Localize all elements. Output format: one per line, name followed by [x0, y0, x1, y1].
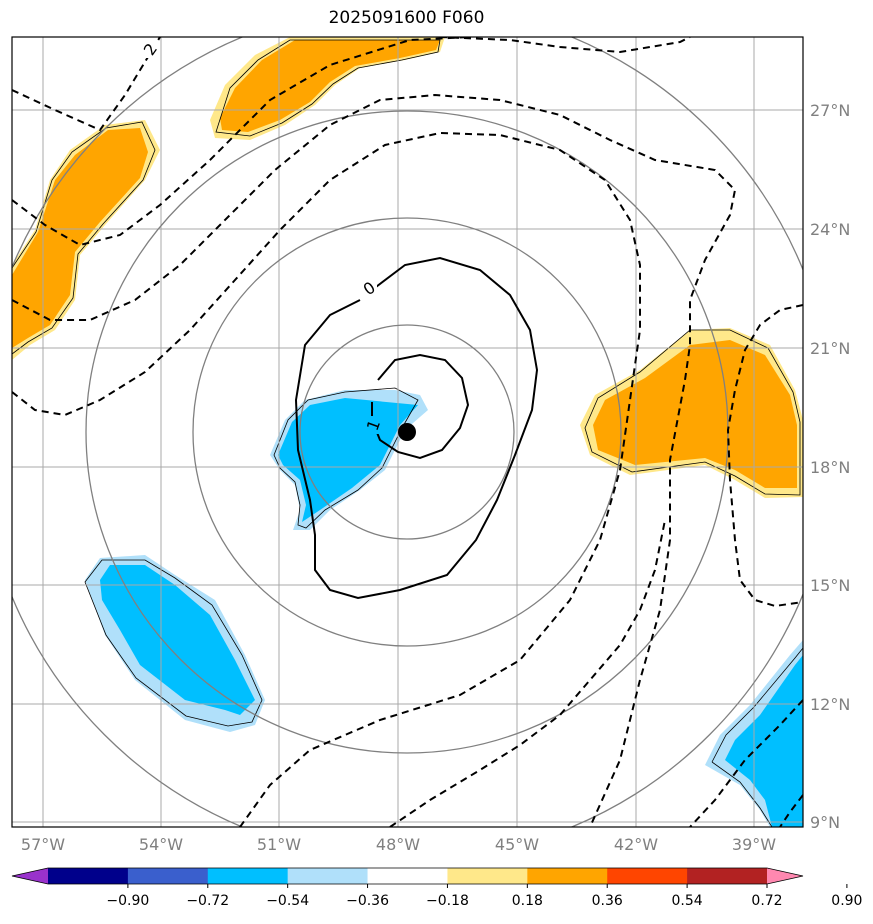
blue-region-sw: [100, 565, 255, 715]
contour-0: [294, 256, 539, 600]
graticule: [12, 37, 803, 827]
colorbar-tick-label: −0.54: [266, 893, 309, 909]
contour-labels: 2 0 1: [140, 40, 384, 434]
lon-label: 57°W: [21, 835, 65, 854]
colorbar-tick-label: −0.18: [426, 893, 469, 909]
lat-label: 12°N: [810, 695, 850, 714]
colorbar-extend-low: [12, 868, 48, 884]
colorbar-outline: [11, 867, 804, 885]
colorbar-tick-label: 0.72: [751, 893, 782, 909]
blue-region-se: [725, 655, 803, 827]
colorbar-tick-label: 0.54: [672, 893, 703, 909]
colorbar-segment: [447, 868, 528, 884]
colorbar-segment: [48, 868, 129, 884]
lat-label: 15°N: [810, 576, 850, 595]
colorbar-segment: [607, 868, 688, 884]
storm-center-marker: [398, 423, 416, 441]
colorbar-segment: [367, 868, 448, 884]
colorbar-segment: [687, 868, 768, 884]
colorbar-segment: [287, 868, 369, 884]
colorbar-tick-label: −0.90: [106, 893, 149, 909]
orange-region-nw: [220, 40, 440, 132]
lon-label: 54°W: [139, 835, 183, 854]
map-frame: [11, 36, 804, 828]
colorbar-tick-label: 0.90: [831, 893, 862, 909]
lat-label: 24°N: [810, 220, 850, 239]
orange-region-west: [12, 128, 148, 348]
colorbar-tick-label: −0.36: [346, 893, 389, 909]
lat-label: 18°N: [810, 458, 850, 477]
colorbar-tick-label: 0.18: [512, 893, 543, 909]
region-outlines: [12, 39, 803, 827]
colorbar: −0.90 −0.72 −0.54 −0.36 −0.18 0.18 0.36 0.54 0.7…: [11, 867, 862, 909]
solid-contours: [294, 256, 539, 600]
lat-label: 9°N: [810, 813, 840, 832]
colorbar-tick-label: −0.72: [186, 893, 229, 909]
colorbar-segment: [127, 868, 209, 884]
dashed-contours: [12, 37, 803, 827]
lon-label: 48°W: [376, 835, 420, 854]
plot-title: 2025091600 F060: [328, 8, 485, 28]
lat-label: 27°N: [810, 101, 850, 120]
lat-label: 21°N: [810, 339, 850, 358]
orange-region-east: [593, 340, 797, 488]
blue-region-center: [278, 398, 418, 522]
longitude-labels: 57°W 54°W 51°W 48°W 45°W 42°W 39°W: [21, 835, 776, 854]
colorbar-segment: [527, 868, 608, 884]
lon-label: 39°W: [732, 835, 776, 854]
colorbar-extend-high: [767, 868, 803, 884]
contour-1: [371, 353, 470, 460]
colorbar-segment: [207, 868, 289, 884]
lon-label: 45°W: [495, 835, 539, 854]
latitude-labels: 27°N 24°N 21°N 18°N 15°N 12°N 9°N: [810, 101, 850, 832]
colorbar-tick-label: 0.36: [592, 893, 623, 909]
lon-label: 51°W: [257, 835, 301, 854]
lon-label: 42°W: [614, 835, 658, 854]
